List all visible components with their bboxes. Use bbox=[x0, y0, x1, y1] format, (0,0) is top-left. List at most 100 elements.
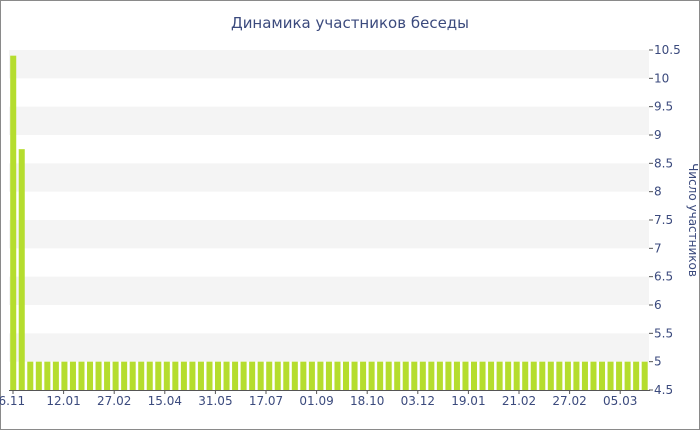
bar bbox=[436, 361, 443, 390]
bar bbox=[257, 361, 264, 390]
bar bbox=[155, 361, 162, 390]
y-tick-label: 9 bbox=[654, 128, 662, 142]
chart-title: Динамика участников беседы bbox=[231, 14, 469, 32]
bar bbox=[266, 361, 273, 390]
bar bbox=[616, 361, 623, 390]
bar bbox=[35, 361, 42, 390]
bar bbox=[368, 361, 375, 390]
bar bbox=[428, 361, 435, 390]
x-tick-label: 31.05 bbox=[198, 394, 232, 408]
x-tick-label: 12.01 bbox=[46, 394, 80, 408]
x-tick-label: 21.02 bbox=[502, 394, 536, 408]
bars-group bbox=[10, 55, 648, 391]
bar bbox=[513, 361, 520, 390]
x-tick-label: 05.03 bbox=[603, 394, 637, 408]
y-ticks: 4.5 5 5.5 6 6.5 7 7.5 8 8.5 9 9.5 10 10.5 bbox=[649, 43, 681, 397]
x-tick-label: 15.04 bbox=[148, 394, 182, 408]
bar bbox=[317, 361, 324, 390]
bar bbox=[10, 55, 17, 391]
y-tick-label: 5.5 bbox=[654, 326, 673, 340]
y-tick-label: 7.5 bbox=[654, 213, 673, 227]
bar bbox=[232, 361, 239, 390]
bar bbox=[206, 361, 213, 390]
bar bbox=[197, 361, 204, 390]
bar bbox=[479, 361, 486, 390]
bar bbox=[633, 361, 640, 390]
y-tick-label: 6.5 bbox=[654, 270, 673, 284]
x-tick-label: 26.11 bbox=[0, 394, 25, 408]
bar bbox=[18, 149, 25, 390]
bar bbox=[530, 361, 537, 390]
y-tick-label: 10.5 bbox=[654, 43, 681, 57]
bar bbox=[573, 361, 580, 390]
bar bbox=[87, 361, 94, 390]
bar bbox=[641, 361, 648, 390]
bar bbox=[308, 361, 315, 390]
grid-band bbox=[9, 220, 649, 249]
bar bbox=[624, 361, 631, 390]
y-tick-label: 10 bbox=[654, 71, 669, 85]
bar bbox=[377, 361, 384, 390]
y-tick-label: 8.5 bbox=[654, 156, 673, 170]
bar bbox=[325, 361, 332, 390]
x-tick-label: 17.07 bbox=[249, 394, 283, 408]
x-tick-label: 19.01 bbox=[451, 394, 485, 408]
x-tick-label: 27.02 bbox=[552, 394, 586, 408]
x-tick-label: 18.10 bbox=[350, 394, 384, 408]
bar bbox=[52, 361, 59, 390]
bar bbox=[351, 361, 358, 390]
bar bbox=[27, 361, 34, 390]
bar bbox=[445, 361, 452, 390]
bar bbox=[121, 361, 128, 390]
bar bbox=[95, 361, 102, 390]
bar bbox=[69, 361, 76, 390]
y-tick-label: 7 bbox=[654, 241, 662, 255]
grid-band bbox=[9, 163, 649, 192]
bar bbox=[505, 361, 512, 390]
y-tick-label: 9.5 bbox=[654, 100, 673, 114]
bar bbox=[360, 361, 367, 390]
x-ticks: 26.11 12.01 27.02 15.04 31.05 17.07 01.09 18.10… bbox=[0, 390, 637, 408]
grid-band bbox=[9, 106, 649, 135]
bar bbox=[607, 361, 614, 390]
bar bbox=[496, 361, 503, 390]
bar bbox=[462, 361, 469, 390]
bar bbox=[453, 361, 460, 390]
bar bbox=[223, 361, 230, 390]
bar bbox=[104, 361, 111, 390]
y-tick-label: 8 bbox=[654, 185, 662, 199]
bar bbox=[172, 361, 179, 390]
bar bbox=[394, 361, 401, 390]
bar bbox=[291, 361, 298, 390]
bar bbox=[539, 361, 546, 390]
x-tick-label: 03.12 bbox=[401, 394, 435, 408]
bar bbox=[274, 361, 281, 390]
grid-bands bbox=[9, 50, 649, 362]
bar bbox=[402, 361, 409, 390]
bar bbox=[163, 361, 170, 390]
bar bbox=[61, 361, 68, 390]
y-tick-label: 5 bbox=[654, 355, 662, 369]
bar bbox=[343, 361, 350, 390]
bar bbox=[419, 361, 426, 390]
grid-band bbox=[9, 276, 649, 305]
bar bbox=[590, 361, 597, 390]
bar bbox=[334, 361, 341, 390]
bar bbox=[215, 361, 222, 390]
bar bbox=[112, 361, 119, 390]
bar bbox=[522, 361, 529, 390]
bar bbox=[547, 361, 554, 390]
bar bbox=[146, 361, 153, 390]
bar bbox=[300, 361, 307, 390]
bar bbox=[411, 361, 418, 390]
bar bbox=[471, 361, 478, 390]
bar bbox=[283, 361, 290, 390]
bar bbox=[581, 361, 588, 390]
bar bbox=[599, 361, 606, 390]
grid-band bbox=[9, 50, 649, 79]
bar bbox=[78, 361, 85, 390]
x-tick-label: 01.09 bbox=[299, 394, 333, 408]
bar bbox=[556, 361, 563, 390]
bar bbox=[44, 361, 51, 390]
